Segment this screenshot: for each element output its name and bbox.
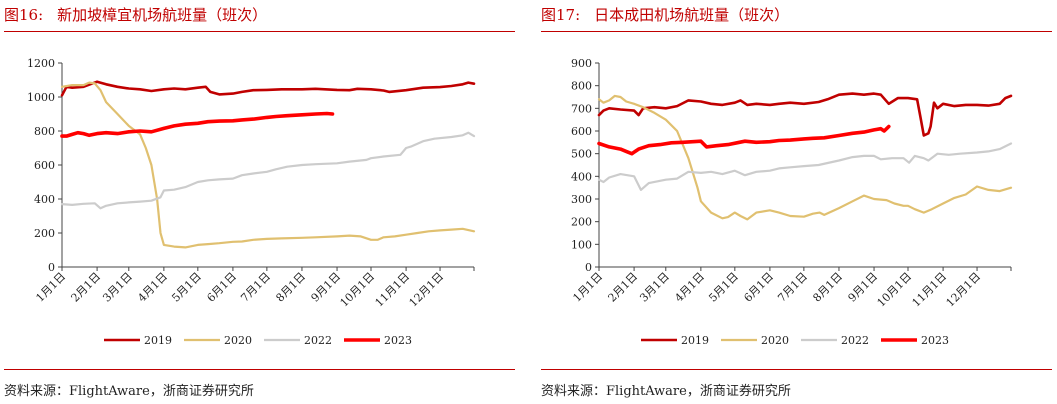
source-divider — [4, 369, 515, 370]
y-tick-label: 500 — [571, 148, 592, 161]
y-tick-label: 1000 — [27, 91, 55, 104]
x-tick-label: 3月1日 — [637, 270, 672, 305]
series-line-2022 — [597, 142, 1013, 191]
figure-number: 图17: — [541, 6, 581, 24]
x-tick-label: 1月1日 — [570, 270, 605, 305]
x-tick-label: 4月1日 — [672, 270, 707, 305]
legend-label-2022: 2022 — [841, 334, 869, 347]
x-tick-label: 10月1日 — [875, 270, 915, 310]
y-tick-label: 800 — [571, 80, 592, 93]
x-tick-label: 11月1日 — [373, 270, 413, 310]
y-tick-label: 200 — [34, 227, 55, 240]
x-tick-label: 5月1日 — [706, 270, 741, 305]
y-tick-label: 100 — [571, 238, 592, 251]
x-tick-label: 2月1日 — [606, 270, 641, 305]
y-tick-label: 0 — [585, 261, 592, 274]
y-tick-label: 600 — [571, 125, 592, 138]
source-note: 资料来源：FlightAware，浙商证券研究所 — [541, 384, 791, 399]
y-tick-label: 700 — [571, 102, 592, 115]
x-tick-label: 8月1日 — [810, 270, 845, 305]
x-tick-label: 7月1日 — [238, 270, 273, 305]
title-divider — [541, 31, 1052, 32]
x-tick-label: 3月1日 — [100, 270, 135, 305]
x-tick-label: 6月1日 — [204, 270, 239, 305]
y-tick-label: 400 — [571, 170, 592, 183]
legend-label-2020: 2020 — [224, 334, 252, 347]
legend-label-2019: 2019 — [681, 334, 709, 347]
x-tick-label: 12月1日 — [944, 270, 984, 310]
y-tick-label: 600 — [34, 159, 55, 172]
y-tick-label: 200 — [571, 216, 592, 229]
series-line-2020 — [597, 94, 1013, 221]
x-tick-label: 7月1日 — [775, 270, 810, 305]
x-tick-label: 5月1日 — [169, 270, 204, 305]
series-line-2019 — [597, 92, 1013, 137]
x-tick-label: 11月1日 — [910, 270, 950, 310]
figure-title: 图17: 日本成田机场航班量（班次） — [541, 4, 789, 25]
legend-label-2023: 2023 — [921, 334, 949, 347]
y-tick-label: 1200 — [27, 57, 55, 70]
figure-title: 图16: 新加坡樟宜机场航班量（班次） — [4, 4, 267, 25]
y-tick-label: 800 — [34, 125, 55, 138]
x-tick-label: 10月1日 — [338, 270, 378, 310]
title-divider — [4, 31, 515, 32]
series-line-2023 — [597, 124, 891, 156]
x-tick-label: 2月1日 — [69, 270, 104, 305]
x-tick-label: 4月1日 — [135, 270, 170, 305]
x-tick-label: 8月1日 — [273, 270, 308, 305]
series-line-2022 — [60, 131, 476, 210]
series-line-2023 — [60, 111, 335, 138]
series-line-2020 — [60, 81, 476, 249]
figure-title-text: 日本成田机场航班量（班次） — [594, 6, 790, 24]
legend-label-2022: 2022 — [304, 334, 332, 347]
x-tick-label: 1月1日 — [33, 270, 68, 305]
series-line-2019 — [60, 80, 476, 97]
source-note: 资料来源：FlightAware，浙商证券研究所 — [4, 384, 254, 399]
source-divider — [541, 369, 1052, 370]
figure-number: 图16: — [4, 6, 44, 24]
x-tick-label: 12月1日 — [407, 270, 447, 310]
figure-panel-singapore: 图16: 新加坡樟宜机场航班量（班次） 0 200 400 600 800 1000 1200… — [4, 0, 519, 404]
y-tick-label: 400 — [34, 193, 55, 206]
figure-title-text: 新加坡樟宜机场航班量（班次） — [57, 6, 268, 24]
y-tick-label: 900 — [571, 57, 592, 70]
legend-label-2019: 2019 — [144, 334, 172, 347]
x-tick-label: 6月1日 — [741, 270, 776, 305]
y-tick-label: 0 — [48, 261, 55, 274]
figure-panel-narita: 图17: 日本成田机场航班量（班次） 0 100 200 300 400 500 600 700… — [541, 0, 1056, 404]
flight-volume-chart: 0 100 200 300 400 500 600 700 800 900 1月1日 2月1日3月1日… — [570, 57, 1013, 347]
legend-label-2020: 2020 — [761, 334, 789, 347]
y-tick-label: 300 — [571, 193, 592, 206]
legend-label-2023: 2023 — [384, 334, 412, 347]
